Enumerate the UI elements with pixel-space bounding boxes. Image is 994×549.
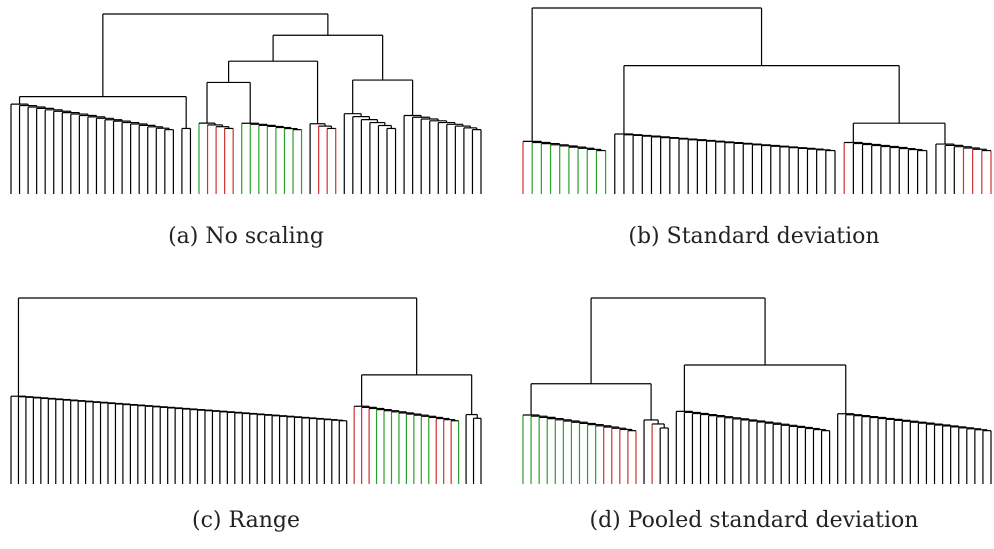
caption-c: (c) Range (192, 508, 300, 533)
dendrogram-d (522, 297, 992, 484)
dendrogram-b (522, 7, 992, 194)
caption-b: (b) Standard deviation (628, 224, 880, 249)
dendrogram-panel-d (520, 292, 994, 484)
dendrogram-panel-c (8, 292, 484, 484)
caption-a: (a) No scaling (168, 224, 324, 249)
dendrogram-panel-b (520, 2, 994, 194)
dendrogram-panel-a (8, 2, 484, 194)
dendrogram-a (10, 13, 482, 194)
dendrogram-c (10, 297, 482, 484)
caption-d: (d) Pooled standard deviation (589, 508, 919, 533)
